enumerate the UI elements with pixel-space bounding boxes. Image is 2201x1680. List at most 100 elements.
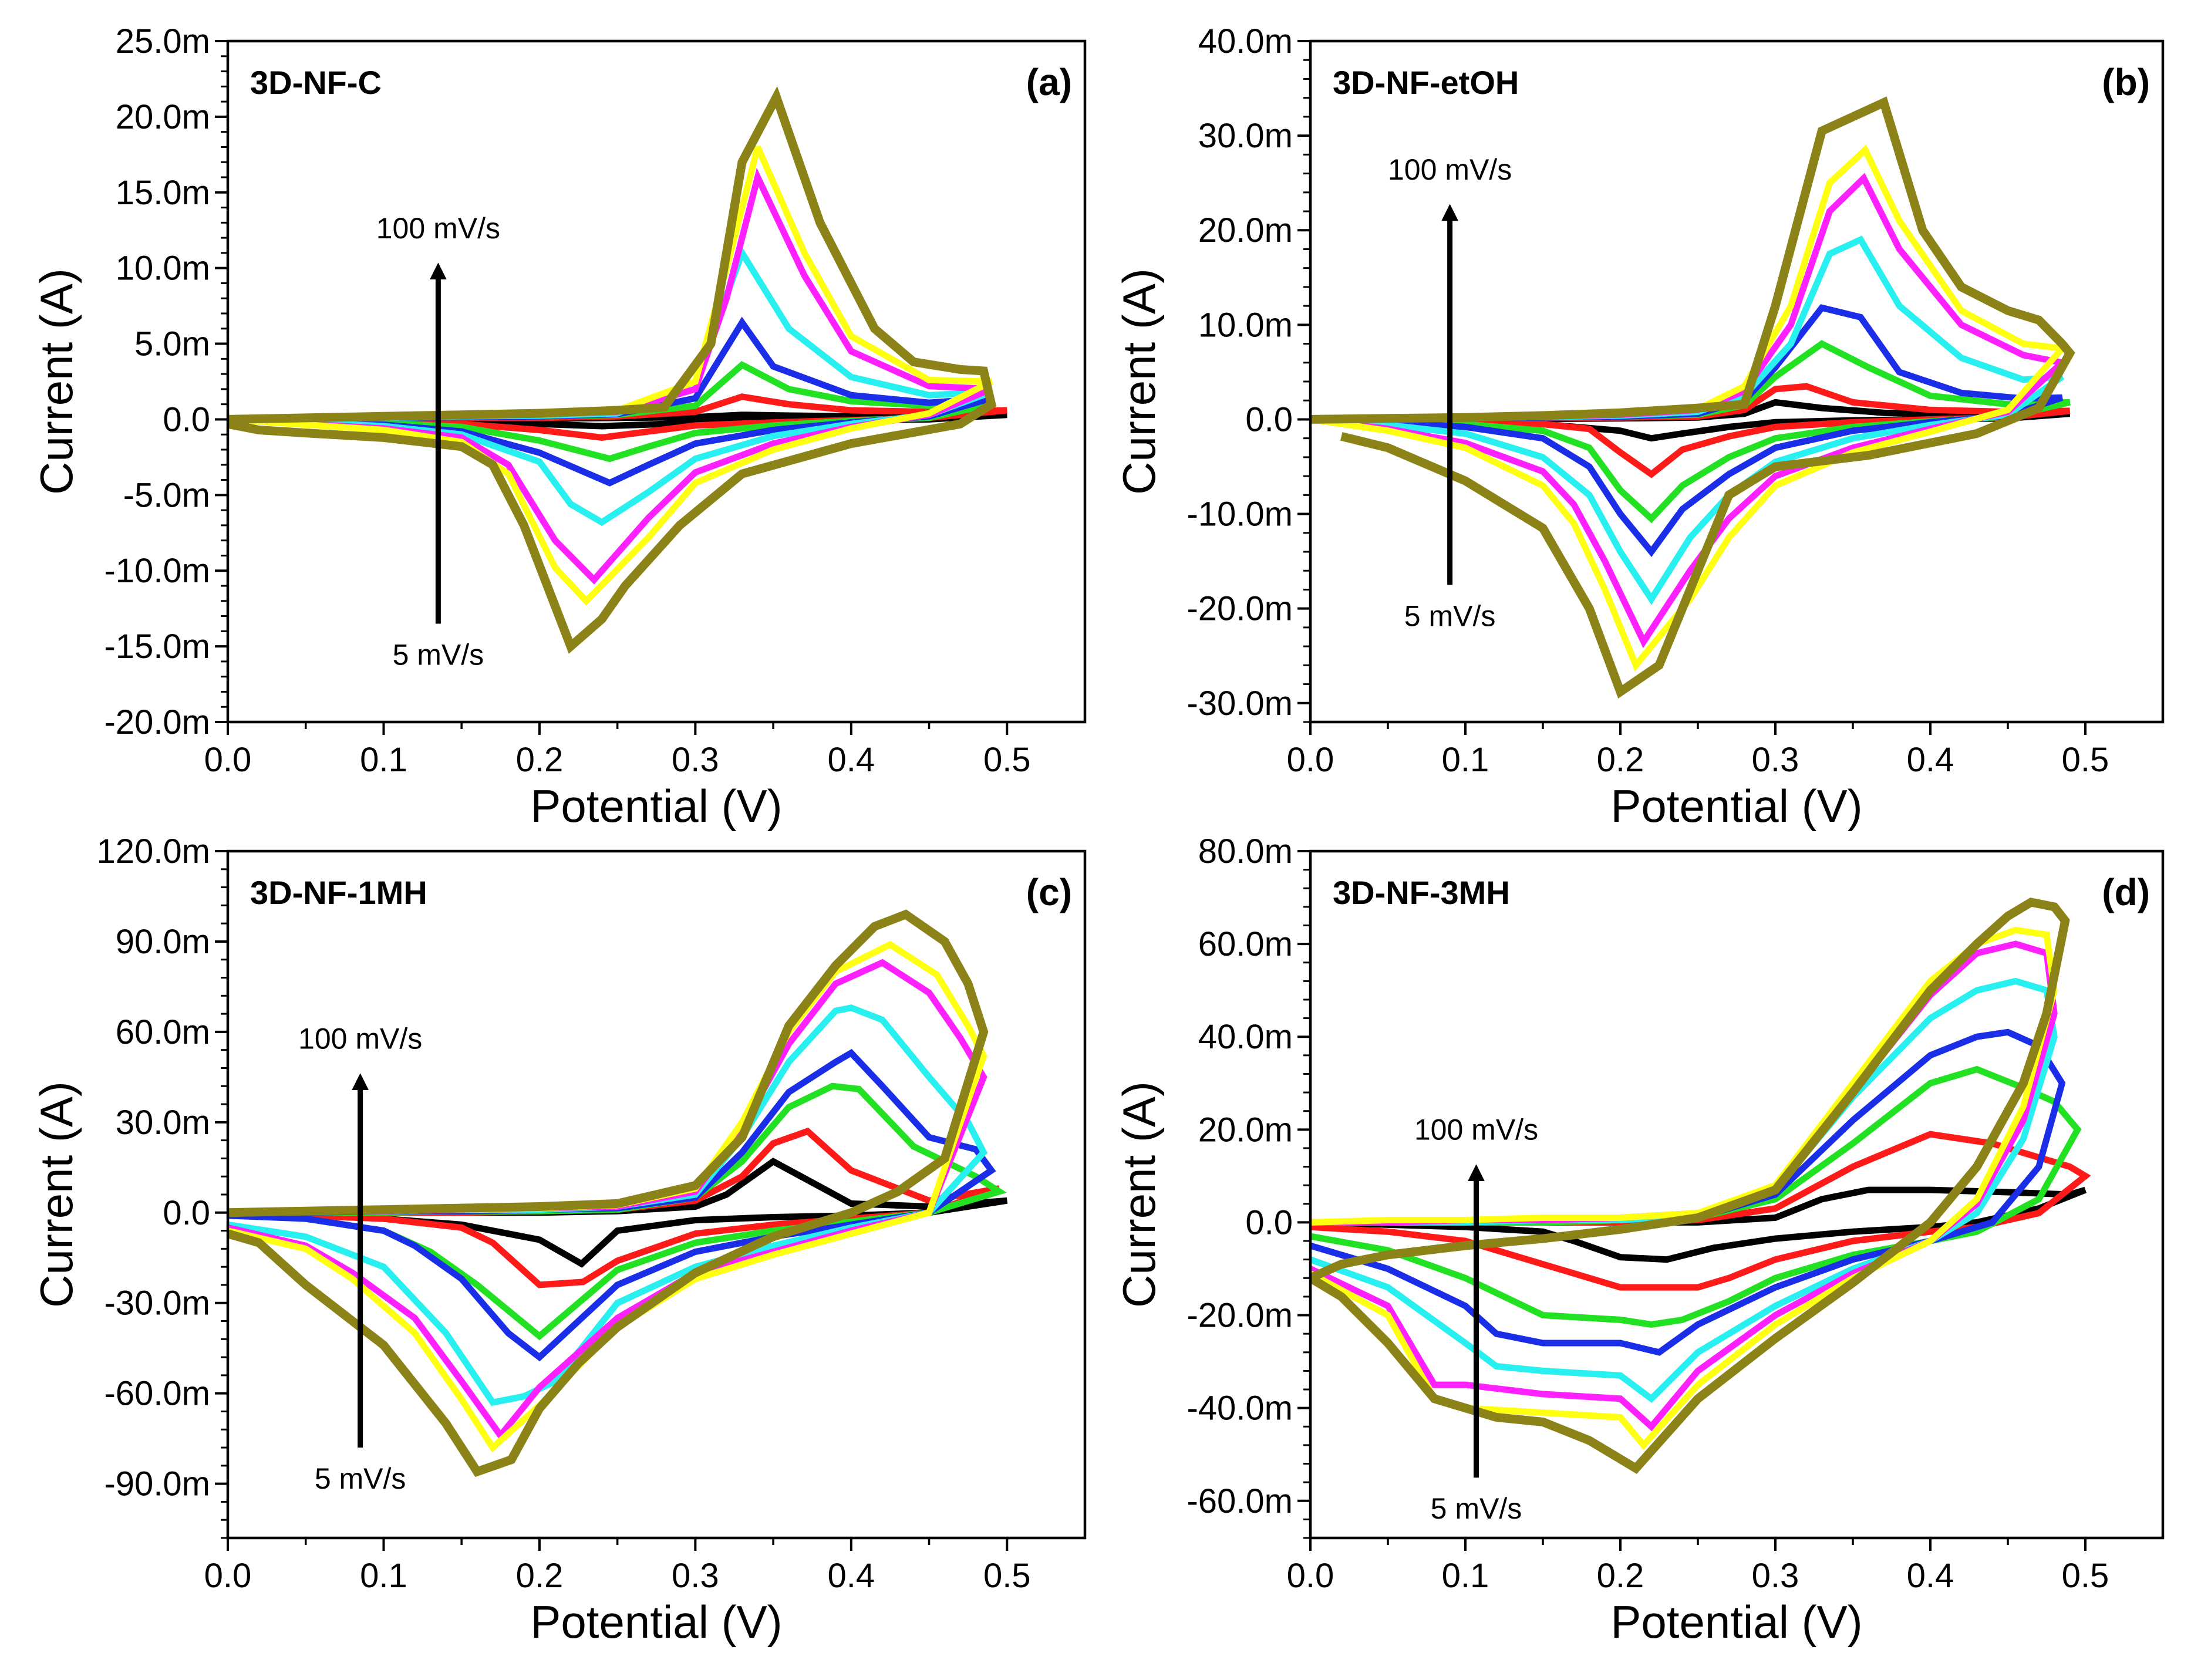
x-tick-label: 0.4: [1907, 741, 1954, 779]
y-tick-label: -10.0m: [104, 552, 210, 590]
panel-title: 3D-NF-etOH: [1333, 64, 1519, 101]
y-tick-label: -60.0m: [1187, 1482, 1293, 1520]
panel-tag: (a): [1026, 61, 1072, 103]
arrow-top-label: 100 mV/s: [376, 212, 500, 245]
y-tick-label: 20.0m: [1198, 211, 1293, 249]
y-tick-label: -30.0m: [104, 1284, 210, 1323]
x-tick-label: 0.5: [983, 1557, 1031, 1595]
arrow-bottom-label: 5 mV/s: [393, 638, 484, 671]
panel-tag: (d): [2102, 871, 2150, 913]
y-tick-label: 30.0m: [1198, 117, 1293, 155]
y-tick-label: 5.0m: [134, 325, 210, 363]
series-line-8: [228, 909, 989, 1477]
panel-title: 3D-NF-3MH: [1333, 874, 1510, 911]
y-tick-label: -90.0m: [104, 1465, 210, 1503]
panel-b: 0.0 0.1 0.2 0.3 0.4 0.5 -30.0m -20.0m -10.0m 0.0 1…: [1113, 22, 2165, 832]
x-tick-label: 0.3: [1752, 1557, 1799, 1595]
x-tick-label: 0.2: [1597, 741, 1644, 779]
series-group: [228, 909, 1008, 1477]
y-tick-label: 40.0m: [1198, 1018, 1293, 1056]
x-tick-label: 0.4: [827, 741, 875, 779]
y-tick-label: 30.0m: [116, 1104, 210, 1142]
x-tick-label: 0.5: [2062, 1557, 2109, 1595]
series-line-8: [1310, 898, 2070, 1475]
panel-title: 3D-NF-1MH: [250, 874, 427, 911]
series-line-8: [1310, 96, 2075, 699]
y-tick-label: 40.0m: [1198, 22, 1293, 60]
x-axis-title: Potential (V): [530, 1596, 782, 1648]
axes-frame: [1309, 849, 2165, 1540]
x-tick-label: 0.1: [360, 1557, 407, 1595]
panel-tag: (b): [2102, 61, 2150, 103]
y-tick-label: 0.0: [1245, 400, 1293, 438]
x-tick-label: 0.1: [1442, 741, 1489, 779]
arrow-top-label: 100 mV/s: [298, 1023, 422, 1055]
x-tick-label: 0.3: [672, 741, 719, 779]
panel-a: 0.0 0.1 0.2 0.3 0.4 0.5 -20.0m -15.0m -10.0m -5.0…: [31, 22, 1087, 832]
arrow-top-label: 100 mV/s: [1414, 1114, 1538, 1146]
y-tick-label: 0.0: [1245, 1203, 1293, 1242]
arrow-bottom-label: 5 mV/s: [1404, 599, 1496, 632]
panel-c: 0.0 0.1 0.2 0.3 0.4 0.5 -90.0m -60.0m -30.0m 0.0 3…: [31, 832, 1087, 1648]
panel-d: 0.0 0.1 0.2 0.3 0.4 0.5 -60.0m -40.0m -20.0m 0.0 2…: [1113, 832, 2165, 1648]
x-tick-label: 0.3: [672, 1557, 719, 1595]
x-tick-label: 0.0: [204, 741, 252, 779]
y-tick-label: -20.0m: [1187, 590, 1293, 628]
x-tick-label: 0.5: [983, 741, 1031, 779]
y-tick-label: 120.0m: [97, 832, 210, 871]
y-tick-label: 20.0m: [116, 98, 210, 136]
y-tick-label: -60.0m: [104, 1375, 210, 1413]
y-tick-label: 60.0m: [116, 1013, 210, 1051]
y-tick-label: 80.0m: [1198, 832, 1293, 871]
series-line-8: [228, 86, 997, 654]
arrow-bottom-label: 5 mV/s: [1431, 1492, 1522, 1525]
x-tick-label: 0.5: [2062, 741, 2109, 779]
arrow-bottom-label: 5 mV/s: [315, 1462, 406, 1495]
x-tick-label: 0.4: [1907, 1557, 1954, 1595]
x-tick-label: 0.0: [1287, 1557, 1334, 1595]
x-tick-label: 0.2: [1597, 1557, 1644, 1595]
panel-tag: (c): [1026, 871, 1072, 913]
y-axis-title: Current (A): [1113, 1081, 1165, 1308]
x-tick-label: 0.4: [827, 1557, 875, 1595]
x-tick-label: 0.1: [1442, 1557, 1489, 1595]
y-tick-label: 10.0m: [116, 249, 210, 288]
y-tick-label: -20.0m: [104, 703, 210, 741]
x-axis-title: Potential (V): [530, 780, 782, 832]
y-axis-title: Current (A): [31, 268, 82, 495]
y-tick-label: 0.0: [163, 1194, 210, 1232]
arrow-top-label: 100 mV/s: [1388, 153, 1512, 186]
y-tick-label: 15.0m: [116, 174, 210, 212]
y-tick-label: 20.0m: [1198, 1111, 1293, 1149]
y-tick-label: -20.0m: [1187, 1297, 1293, 1335]
series-group: [1310, 898, 2091, 1475]
y-tick-label: 0.0: [163, 400, 210, 438]
y-tick-label: -40.0m: [1187, 1389, 1293, 1428]
y-tick-label: -15.0m: [104, 628, 210, 666]
x-axis-title: Potential (V): [1610, 1596, 1862, 1648]
y-tick-label: -30.0m: [1187, 684, 1293, 723]
panel-title: 3D-NF-C: [250, 64, 382, 101]
y-tick-label: -10.0m: [1187, 495, 1293, 534]
series-line-7: [228, 940, 987, 1453]
y-axis-title: Current (A): [31, 1081, 82, 1308]
x-tick-label: 0.2: [516, 1557, 564, 1595]
y-tick-label: 10.0m: [1198, 306, 1293, 344]
y-tick-label: -5.0m: [123, 476, 210, 514]
x-tick-label: 0.0: [1287, 741, 1334, 779]
series-line-7: [228, 146, 993, 606]
series-line-6: [1310, 940, 2058, 1432]
y-tick-label: 60.0m: [1198, 925, 1293, 963]
axes-frame: [226, 39, 1087, 724]
x-tick-label: 0.2: [516, 741, 564, 779]
series-group: [228, 86, 1007, 654]
series-group: [1310, 96, 2075, 699]
x-tick-label: 0.0: [204, 1557, 252, 1595]
y-tick-label: 90.0m: [116, 923, 210, 961]
y-axis-title: Current (A): [1113, 268, 1165, 495]
x-tick-label: 0.1: [360, 741, 407, 779]
y-tick-label: 25.0m: [116, 22, 210, 60]
x-axis-title: Potential (V): [1610, 780, 1862, 832]
x-tick-label: 0.3: [1752, 741, 1799, 779]
